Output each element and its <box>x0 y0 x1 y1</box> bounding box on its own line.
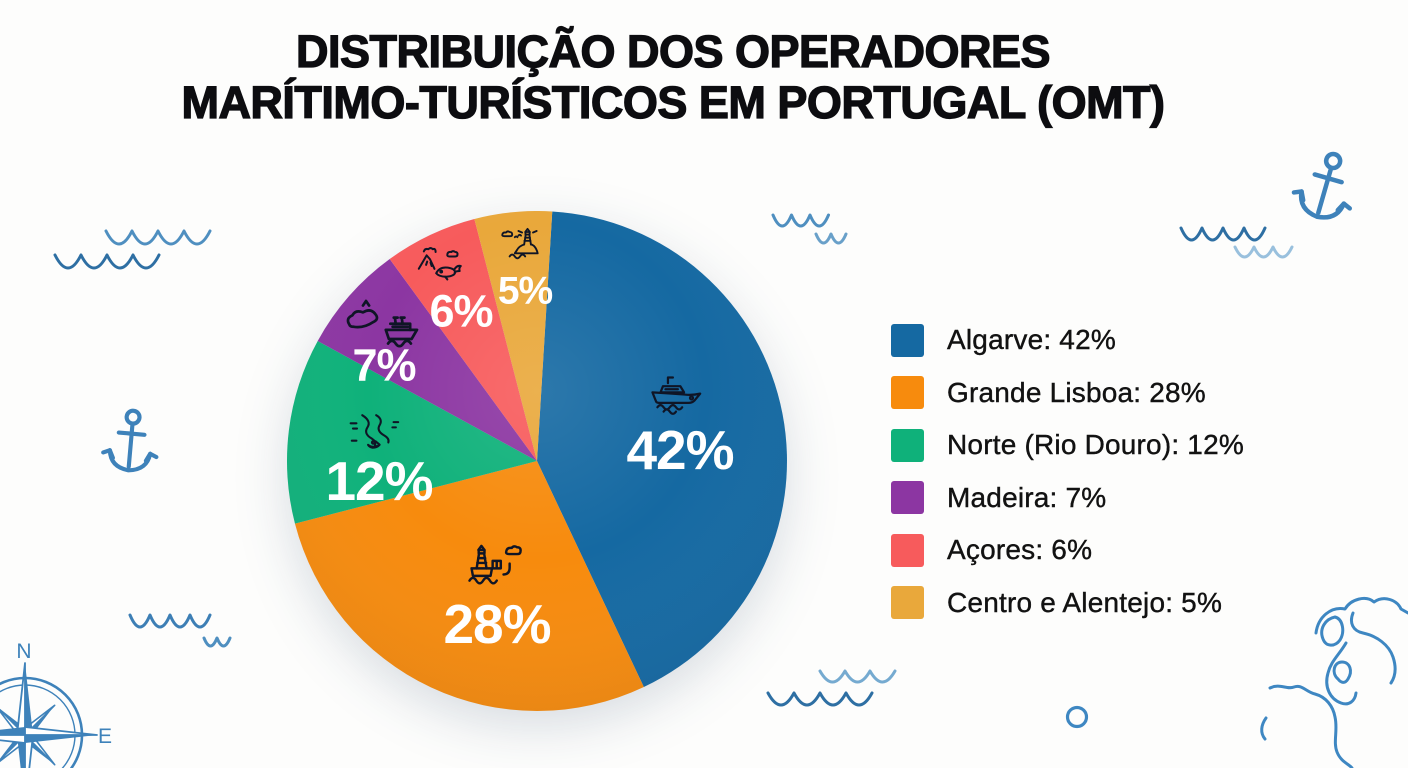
compass-east-label: E <box>98 725 112 748</box>
legend-label: Açores: 6% <box>947 534 1093 566</box>
legend-label: Centro e Alentejo: 5% <box>947 586 1223 618</box>
waves-icon <box>814 232 848 245</box>
compass-rose-icon: N E <box>0 640 112 768</box>
waves-icon <box>128 613 212 629</box>
chart-title-line1: DISTRIBUIÇÃO DOS OPERADORES <box>295 25 1051 77</box>
anchor-icon <box>101 408 159 473</box>
slice-value-label: 28% <box>443 593 550 655</box>
legend: Algarve: 42% Grande Lisboa: 28% Norte (Rio… <box>891 314 1244 629</box>
legend-label: Norte (Rio Douro): 12% <box>947 429 1244 461</box>
legend-item: Madeira: 7% <box>891 472 1244 525</box>
chart-title: DISTRIBUIÇÃO DOS OPERADORES MARÍTIMO-TUR… <box>0 25 1346 128</box>
slice-value-label: 42% <box>626 419 733 481</box>
waves-icon <box>104 229 212 246</box>
legend-label: Algarve: 42% <box>947 324 1116 356</box>
buoy-circle-icon <box>1065 705 1089 729</box>
compass-points <box>0 662 98 768</box>
legend-item: Açores: 6% <box>891 524 1244 577</box>
waves-icon <box>1179 226 1267 242</box>
waves-icon <box>818 669 897 684</box>
anchor-icon <box>1291 151 1352 220</box>
legend-label: Grande Lisboa: 28% <box>947 376 1206 408</box>
legend-label: Madeira: 7% <box>947 481 1107 513</box>
compass-north-label: N <box>16 640 31 663</box>
slice-value-label: 7% <box>352 340 415 391</box>
waves-icon <box>53 253 161 270</box>
coastline-map-icon <box>1260 597 1408 768</box>
legend-item: Norte (Rio Douro): 12% <box>891 419 1244 472</box>
legend-item: Centro e Alentejo: 5% <box>891 577 1244 630</box>
waves-icon <box>1233 245 1294 259</box>
slice-value-label: 5% <box>498 270 553 313</box>
legend-swatch <box>891 586 924 620</box>
legend-swatch <box>891 428 924 462</box>
legend-item: Algarve: 42% <box>891 314 1244 367</box>
pie-slice-labels: 42% 28% 12% 7% 6% 5% <box>325 270 734 656</box>
slice-value-label: 12% <box>325 450 432 512</box>
legend-swatch <box>891 323 924 357</box>
legend-swatch <box>891 481 924 515</box>
legend-swatch <box>891 533 924 567</box>
chart-title-line2: MARÍTIMO-TURÍSTICOS EM PORTUGAL (OMT) <box>181 76 1166 128</box>
legend-item: Grande Lisboa: 28% <box>891 367 1244 420</box>
slice-value-label: 6% <box>429 286 492 337</box>
pie-chart: 42% 28% 12% 7% 6% 5% <box>286 211 787 712</box>
legend-swatch <box>891 376 924 410</box>
waves-icon <box>202 636 232 648</box>
